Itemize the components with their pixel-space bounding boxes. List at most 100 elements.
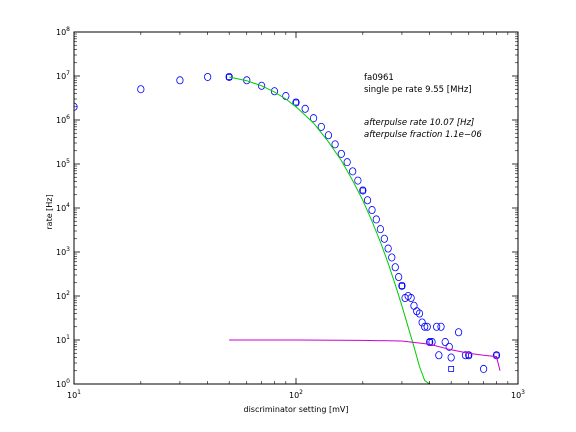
data-point: [368, 206, 376, 215]
x-tick-label-base: 10: [511, 391, 521, 400]
data-point: [391, 263, 399, 272]
y-tick-label-base: 10: [56, 72, 66, 81]
data-point: [204, 72, 212, 81]
data-point: [337, 149, 345, 158]
data-point: [343, 158, 351, 167]
fit-line-2: [229, 76, 430, 384]
y-tick-label: 102: [56, 290, 70, 301]
data-point: [317, 122, 325, 131]
annotation-block: fa0961 single pe rate 9.55 [MHz] afterpu…: [364, 73, 482, 140]
annotation-afterpulse-fraction: afterpulse fraction 1.1e−06: [364, 130, 482, 140]
y-tick-label-base: 10: [56, 160, 66, 169]
y-tick-label: 101: [56, 334, 70, 345]
x-tick-label-base: 10: [67, 391, 77, 400]
x-tick-label-exponent: 2: [299, 389, 303, 396]
y-tick-label-base: 10: [56, 292, 66, 301]
data-point: [421, 322, 429, 331]
data-point: [301, 104, 309, 113]
data-point-square: [226, 74, 233, 80]
data-point: [461, 351, 470, 360]
y-tick-label: 104: [56, 202, 70, 213]
y-tick-label-exponent: 6: [66, 114, 70, 121]
data-point: [465, 351, 473, 360]
data-point: [454, 328, 463, 337]
data-point: [292, 98, 300, 107]
data-point: [437, 322, 445, 331]
y-tick-label-exponent: 5: [66, 158, 70, 165]
y-tick-label-exponent: 0: [66, 378, 70, 385]
data-point: [407, 294, 415, 303]
y-axis-label: rate [Hz]: [45, 194, 54, 229]
data-point: [176, 76, 184, 85]
series-2: [229, 76, 430, 384]
x-tick-label-exponent: 3: [521, 389, 525, 396]
annotation-afterpulse-rate: afterpulse rate 10.07 [Hz]: [364, 118, 474, 128]
y-tick-label-exponent: 1: [66, 334, 70, 341]
data-point: [384, 244, 392, 253]
y-tick-label-base: 10: [56, 336, 66, 345]
data-point-square: [293, 99, 299, 106]
series-0: [74, 72, 501, 373]
data-point: [225, 72, 233, 81]
data-point-square: [448, 366, 455, 372]
data-point: [309, 114, 318, 123]
x-axis-label: discriminator setting [mV]: [243, 405, 348, 414]
data-point: [331, 140, 339, 149]
data-point: [447, 353, 455, 362]
y-tick-label-base: 10: [56, 248, 66, 257]
data-point: [492, 351, 501, 360]
data-point: [395, 273, 403, 282]
data-point: [258, 81, 266, 90]
y-tick-label-exponent: 3: [66, 246, 70, 253]
data-point: [428, 338, 436, 347]
y-tick-label-base: 10: [56, 204, 66, 213]
data-point: [433, 322, 441, 331]
data-point: [349, 167, 357, 176]
data-point: [324, 131, 333, 140]
y-tick-label: 103: [56, 246, 70, 257]
data-point: [415, 309, 424, 318]
data-point: [359, 186, 367, 195]
data-point: [376, 225, 385, 234]
y-tick-label-exponent: 4: [66, 202, 70, 209]
data-point: [372, 215, 380, 224]
fit-line-3: [229, 339, 501, 371]
data-point: [388, 253, 396, 262]
plot-area: [74, 72, 501, 384]
data-point-square: [399, 282, 405, 289]
y-tick-label-exponent: 2: [66, 290, 70, 297]
x-tick-label-base: 10: [289, 391, 299, 400]
data-point: [480, 364, 488, 373]
y-tick-label-base: 10: [56, 116, 66, 125]
annotation-file-id: fa0961: [364, 73, 394, 83]
x-tick-label: 103: [511, 389, 525, 400]
y-tick-label: 108: [56, 26, 70, 37]
data-point: [270, 87, 279, 96]
data-point: [445, 342, 453, 351]
data-point: [363, 196, 372, 205]
data-point: [398, 281, 406, 290]
y-tick-label: 100: [56, 378, 70, 389]
axes: [73, 31, 519, 385]
data-point: [435, 351, 443, 360]
y-tick-label-base: 10: [56, 380, 66, 389]
annotation-single-pe-rate: single pe rate 9.55 [MHz]: [364, 85, 472, 95]
x-tick-label: 102: [289, 389, 303, 400]
y-tick-label: 105: [56, 158, 70, 169]
data-point: [418, 318, 426, 327]
data-point: [423, 322, 431, 331]
data-point: [354, 176, 362, 185]
y-tick-label-exponent: 8: [66, 26, 70, 33]
data-point: [441, 338, 449, 347]
series-3: [229, 339, 501, 371]
y-tick-label: 106: [56, 114, 70, 125]
x-tick-label: 101: [67, 389, 81, 400]
y-tick-label: 107: [56, 70, 70, 81]
data-point: [137, 85, 145, 94]
y-tick-label-base: 10: [56, 28, 66, 37]
x-tick-label-exponent: 1: [77, 389, 81, 396]
data-point: [380, 234, 388, 243]
